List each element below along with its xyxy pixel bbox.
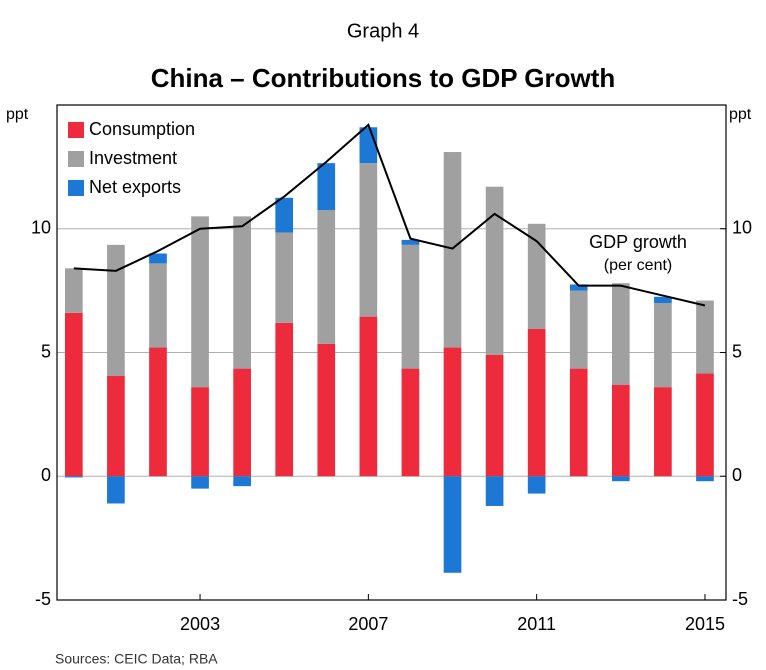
annotation: (per cent) — [604, 257, 672, 274]
legend-label: Investment — [89, 148, 177, 168]
bar-segment — [275, 322, 294, 477]
bar-segment — [654, 387, 672, 477]
bar-segment — [191, 387, 209, 477]
y2-tick-label: 10 — [732, 218, 752, 238]
y2-axis-label: ppt — [729, 106, 752, 123]
bar-segment — [611, 384, 630, 477]
y-tick-label: -5 — [35, 589, 51, 609]
bar-segment — [527, 223, 546, 329]
bar-segment — [401, 368, 420, 477]
bar-segment — [275, 197, 294, 233]
bar-segment — [149, 263, 167, 348]
bar-segment — [485, 476, 504, 506]
source-note: Sources: CEIC Data; RBA — [55, 651, 218, 667]
bar-segment — [401, 244, 420, 369]
bar-segment — [527, 476, 546, 494]
bar-segment — [443, 347, 462, 477]
y-tick-label: 5 — [41, 341, 51, 361]
bar-segment — [317, 210, 336, 344]
y-axis-label: ppt — [6, 106, 29, 123]
bar-segment — [191, 216, 209, 388]
y-tick-label: 10 — [31, 218, 51, 238]
x-tick-label: 2003 — [180, 614, 220, 634]
bar-segment — [485, 354, 504, 477]
bar-segment — [654, 303, 672, 388]
legend-swatch — [68, 122, 84, 138]
bar-segment — [233, 368, 251, 477]
bar-segment — [233, 216, 251, 369]
bar-segment — [359, 127, 378, 164]
y2-tick-label: -5 — [732, 589, 748, 609]
bar-segment — [696, 373, 714, 477]
bar-segment — [359, 316, 378, 477]
bar-segment — [275, 232, 294, 323]
bar-segment — [64, 312, 83, 477]
bar-segment — [233, 476, 251, 487]
legend-swatch — [68, 151, 84, 167]
plot-frame — [56, 104, 727, 601]
bar-segment — [64, 268, 83, 313]
bar-segment — [443, 152, 462, 348]
bar-segment — [64, 476, 83, 478]
bar-segment — [611, 283, 630, 385]
x-tick-label: 2015 — [685, 614, 725, 634]
bar-segment — [107, 244, 125, 377]
bar-segment — [485, 186, 504, 355]
bar-segment — [317, 343, 336, 477]
bar-segment — [107, 476, 125, 504]
bar-segment — [359, 163, 378, 317]
bar-segment — [696, 476, 714, 482]
bar-segment — [149, 347, 167, 477]
bar-segment — [443, 476, 462, 573]
bar-segment — [149, 253, 167, 264]
bar-segment — [401, 239, 420, 245]
bar-segment — [107, 376, 125, 477]
y2-tick-label: 0 — [732, 465, 742, 485]
bar-segment — [696, 300, 714, 374]
x-tick-label: 2011 — [517, 614, 556, 634]
line — [73, 123, 706, 307]
y-tick-label: 0 — [41, 465, 51, 485]
bar-segment — [654, 296, 672, 303]
chart-supertitle: Graph 4 — [347, 20, 419, 42]
bar-segment — [191, 476, 209, 489]
legend-swatch — [68, 180, 84, 196]
legend-label: Net exports — [89, 177, 181, 197]
chart-title: China – Contributions to GDP Growth — [151, 63, 616, 93]
line-label: GDP growth — [589, 232, 687, 252]
bar-segment — [611, 476, 630, 482]
y2-tick-label: 5 — [732, 341, 742, 361]
bar-segment — [569, 368, 588, 477]
bar-segment — [569, 284, 588, 291]
x-tick-label: 2007 — [348, 614, 388, 634]
bar-segment — [569, 290, 588, 369]
bar-segment — [317, 163, 336, 211]
bar-segment — [527, 328, 546, 477]
legend-label: Consumption — [89, 119, 195, 139]
